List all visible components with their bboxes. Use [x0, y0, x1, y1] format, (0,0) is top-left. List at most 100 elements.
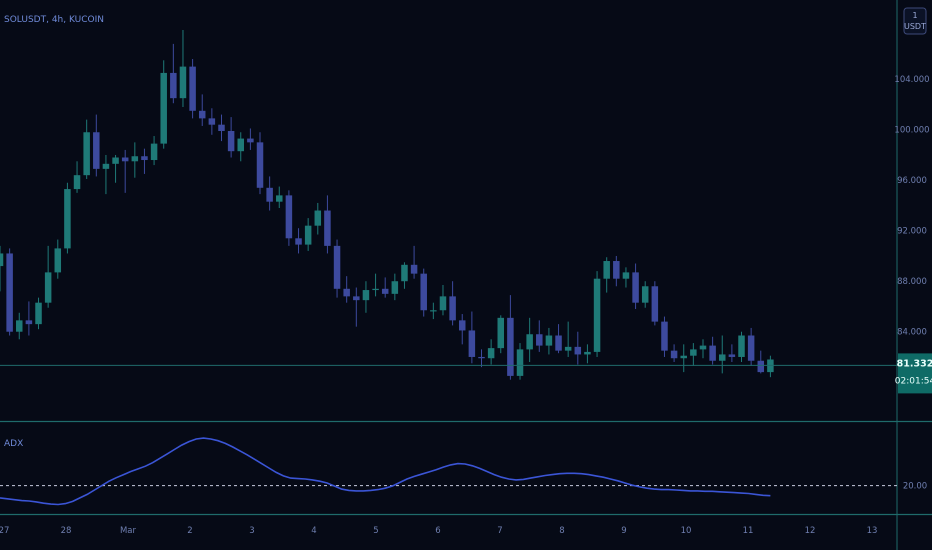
- candle-body: [333, 245, 341, 289]
- candle-body: [430, 310, 437, 312]
- price-axis-labels: 84.000 88.000 92.000 96.000 100.000 104.000: [894, 75, 929, 337]
- price-tick-label: 92.000: [897, 227, 927, 237]
- candle-body: [757, 360, 765, 373]
- time-tick-label: 10: [681, 526, 692, 536]
- candle-body: [381, 288, 389, 294]
- candle: [150, 136, 158, 166]
- candle: [83, 119, 90, 179]
- price-tick-label: 88.000: [897, 277, 927, 287]
- candle: [420, 268, 427, 317]
- candle-body: [131, 156, 139, 162]
- candle-body: [208, 118, 216, 125]
- time-tick-label: 11: [743, 526, 754, 536]
- candle: [747, 327, 755, 366]
- candle: [410, 245, 418, 279]
- candle: [160, 60, 167, 149]
- candle: [141, 148, 148, 174]
- candle: [719, 335, 726, 374]
- last-price-value: 81.332: [897, 358, 932, 369]
- candle: [738, 331, 745, 363]
- time-tick-label: 6: [435, 526, 440, 536]
- candle-body: [728, 354, 736, 357]
- candle-body: [54, 248, 62, 273]
- candle-body: [661, 321, 668, 351]
- candle-body: [44, 272, 52, 303]
- candle: [661, 316, 668, 357]
- candle: [102, 154, 110, 195]
- candle-body: [324, 210, 331, 246]
- candle: [401, 262, 408, 289]
- candle-body: [150, 143, 158, 161]
- candle: [35, 297, 42, 330]
- time-axis-labels: 27 28 Mar 2 3 4 5 6 7 8 9 10 11 12 13: [0, 526, 877, 536]
- candle: [247, 128, 254, 150]
- candle-body: [227, 130, 235, 152]
- candle-body: [632, 272, 639, 303]
- candle-body: [690, 349, 697, 356]
- candle-body: [574, 346, 582, 355]
- price-tick-label: 84.000: [897, 328, 927, 338]
- candle-body: [102, 163, 110, 169]
- candle: [208, 108, 216, 135]
- candle-body: [304, 225, 312, 245]
- candle: [131, 142, 139, 178]
- candle: [64, 182, 71, 254]
- candle: [16, 312, 23, 340]
- candle-body: [276, 195, 283, 202]
- time-tick-label: 28: [61, 526, 72, 536]
- candle-body: [401, 264, 408, 282]
- candle-body: [112, 157, 119, 164]
- candle-body: [487, 348, 495, 359]
- candle-body: [83, 132, 90, 176]
- candle: [622, 267, 630, 288]
- candle: [170, 43, 177, 104]
- candle: [353, 287, 360, 327]
- time-tick-label: 8: [559, 526, 564, 536]
- candle-body: [93, 132, 100, 169]
- candle: [670, 344, 678, 363]
- candle: [6, 248, 13, 336]
- candle-body: [16, 320, 23, 332]
- candle-body: [526, 334, 533, 350]
- candle: [324, 195, 331, 254]
- candle: [593, 271, 601, 357]
- adx-level-label: 20.00: [903, 482, 927, 492]
- candle-body: [584, 351, 591, 355]
- candle: [690, 343, 697, 366]
- candle-body: [160, 72, 167, 144]
- candle: [237, 132, 244, 162]
- candle: [449, 281, 456, 326]
- candle: [574, 331, 582, 365]
- candle-body: [622, 272, 630, 279]
- candle: [391, 273, 399, 301]
- indicator-name: ADX: [4, 439, 23, 449]
- candle: [497, 315, 505, 354]
- candle: [333, 239, 341, 298]
- candle-body: [343, 288, 350, 297]
- candle: [372, 273, 379, 297]
- candle: [198, 94, 206, 126]
- candle: [680, 344, 687, 373]
- candle: [362, 281, 370, 313]
- candle-body: [680, 355, 687, 359]
- candle: [584, 344, 591, 364]
- candle-body: [372, 288, 379, 291]
- candle: [227, 117, 235, 158]
- time-tick-label: 9: [621, 526, 626, 536]
- price-tick-label: 104.000: [894, 75, 929, 85]
- candle-body: [516, 349, 524, 376]
- currency-unit-line2: USDT: [904, 22, 926, 31]
- candle-body: [603, 261, 610, 279]
- candle-body: [747, 335, 755, 361]
- currency-unit-badge[interactable]: 1 USDT: [903, 7, 927, 35]
- candle-body: [73, 175, 81, 190]
- candle: [256, 132, 264, 195]
- candle: [276, 186, 283, 208]
- candle-body: [353, 296, 360, 301]
- time-tick-label: Mar: [120, 526, 137, 536]
- candle-body: [247, 138, 254, 143]
- candle: [632, 263, 639, 309]
- candle: [121, 149, 129, 193]
- candle-body: [218, 124, 225, 131]
